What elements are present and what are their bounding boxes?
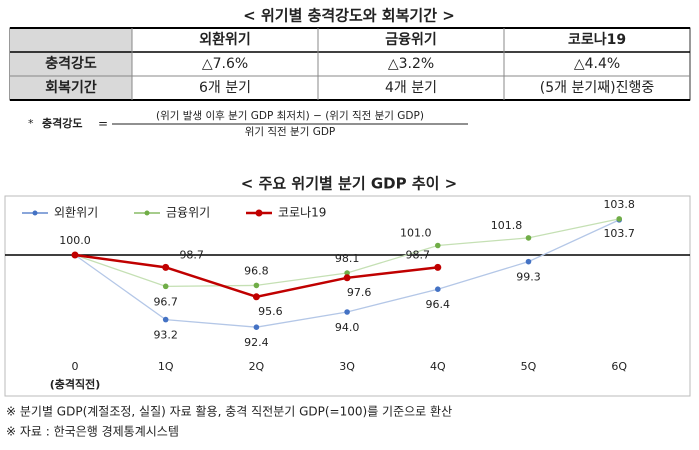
data-point bbox=[616, 216, 622, 222]
chart-frame bbox=[4, 195, 691, 397]
data-point bbox=[253, 324, 260, 331]
data-label: 96.8 bbox=[244, 264, 269, 277]
column-header: 외환위기 bbox=[199, 31, 251, 48]
table-title: < 위기별 충격강도와 회복기간 > bbox=[243, 7, 455, 25]
data-point bbox=[525, 235, 532, 241]
formula-equals: = bbox=[98, 117, 108, 131]
data-point bbox=[162, 316, 169, 323]
formula-denominator: 위기 직전 분기 GDP bbox=[245, 125, 336, 138]
legend-label: 코로나19 bbox=[278, 206, 326, 220]
legend-label: 외환위기 bbox=[54, 206, 98, 220]
chart-title: < 주요 위기별 분기 GDP 추이 > bbox=[241, 175, 457, 193]
footnote: ※ 자료 : 한국은행 경제통계시스템 bbox=[6, 424, 179, 439]
data-point bbox=[435, 286, 441, 293]
data-label: 98.7 bbox=[179, 248, 204, 261]
data-label: 100.0 bbox=[59, 234, 91, 247]
chart: 0 1Q 2Q 3Q 4Q 5Q 6Q (충격직전) 외환위기 금융위기 코로나19 100.0 93.… bbox=[5, 198, 690, 391]
legend-marker bbox=[144, 210, 150, 216]
data-point bbox=[162, 263, 170, 271]
data-point bbox=[344, 270, 350, 276]
data-label: 98.7 bbox=[406, 248, 431, 261]
row-header: 충격강도 bbox=[45, 55, 97, 72]
data-label: 96.7 bbox=[153, 295, 178, 308]
formula-numerator: (위기 발생 이후 분기 GDP 최저치) − (위기 직전 분기 GDP) bbox=[156, 109, 424, 122]
x-tick-label: 2Q bbox=[249, 360, 265, 373]
data-label: 93.2 bbox=[153, 329, 178, 342]
cell: △7.6% bbox=[202, 56, 248, 72]
formula: * 충격강도 = (위기 발생 이후 분기 GDP 최저치) − (위기 직전 … bbox=[28, 109, 468, 138]
data-label: 92.4 bbox=[244, 336, 269, 349]
cell: 6개 분기 bbox=[199, 80, 251, 96]
x-tick-label: 6Q bbox=[611, 360, 627, 373]
data-label: 96.4 bbox=[426, 298, 451, 311]
x-tick-label: 1Q bbox=[158, 360, 174, 373]
data-point bbox=[525, 258, 532, 265]
x-tick-label: 3Q bbox=[339, 360, 355, 373]
x-tick-label: 4Q bbox=[430, 360, 446, 373]
data-label: 101.0 bbox=[400, 227, 432, 240]
legend-label: 금융위기 bbox=[166, 206, 210, 220]
data-point bbox=[253, 282, 260, 289]
x-sublabel: (충격직전) bbox=[50, 377, 101, 391]
table: 외환위기 금융위기 코로나19 충격강도 △7.6% △3.2% △4.4% 회… bbox=[9, 27, 691, 101]
data-point bbox=[252, 293, 260, 301]
legend-marker bbox=[255, 209, 263, 217]
x-tick-label: 0 bbox=[72, 360, 79, 373]
data-label: 95.6 bbox=[258, 305, 283, 318]
data-label: 98.1 bbox=[335, 252, 360, 265]
data-label: 103.7 bbox=[603, 227, 635, 240]
data-label: 99.3 bbox=[516, 271, 541, 284]
data-label: 101.8 bbox=[491, 219, 523, 232]
data-point bbox=[434, 263, 442, 271]
footnote: ※ 분기별 GDP(계절조정, 실질) 자료 활용, 충격 직전분기 GDP(=… bbox=[6, 405, 452, 419]
cell: 4개 분기 bbox=[385, 80, 437, 96]
formula-marker: * bbox=[28, 117, 34, 130]
data-label: 97.6 bbox=[347, 286, 372, 299]
cell: △4.4% bbox=[574, 56, 620, 72]
cell: (5개 분기째)진행중 bbox=[540, 80, 655, 96]
cell: △3.2% bbox=[388, 56, 434, 72]
data-point bbox=[162, 283, 169, 290]
data-point bbox=[71, 251, 79, 259]
column-header: 금융위기 bbox=[385, 32, 437, 48]
data-point bbox=[343, 274, 351, 282]
legend-marker bbox=[32, 210, 38, 216]
data-point bbox=[435, 242, 441, 249]
x-tick-label: 5Q bbox=[521, 360, 537, 373]
row-header-bg bbox=[10, 28, 132, 100]
formula-label: 충격강도 bbox=[42, 116, 82, 130]
row-header: 회복기간 bbox=[45, 79, 97, 96]
data-label: 94.0 bbox=[335, 321, 360, 334]
column-header: 코로나19 bbox=[568, 32, 626, 48]
data-point bbox=[344, 309, 350, 315]
data-label: 103.8 bbox=[603, 198, 635, 211]
